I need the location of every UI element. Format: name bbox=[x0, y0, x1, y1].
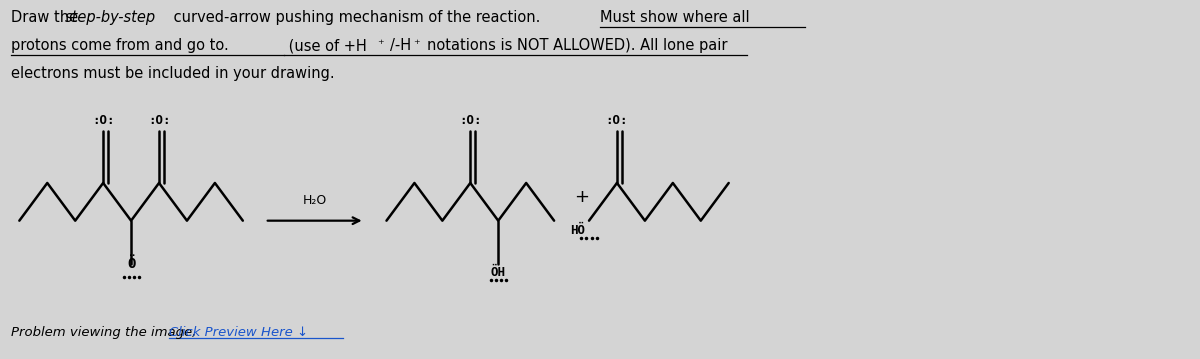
Text: :O:: :O: bbox=[92, 115, 114, 127]
Text: H₂O: H₂O bbox=[302, 194, 326, 207]
Text: ÖH: ÖH bbox=[491, 266, 505, 279]
Text: :O:: :O: bbox=[460, 115, 481, 127]
Text: ⁺: ⁺ bbox=[414, 38, 420, 51]
Text: :O:: :O: bbox=[606, 115, 629, 127]
Text: HÖ: HÖ bbox=[570, 224, 586, 237]
Text: Click Preview Here ↓: Click Preview Here ↓ bbox=[169, 326, 308, 339]
Text: Problem viewing the image,: Problem viewing the image, bbox=[11, 326, 200, 339]
Text: /-H: /-H bbox=[390, 38, 412, 53]
Text: step-by-step: step-by-step bbox=[65, 10, 156, 25]
Text: Must show where all: Must show where all bbox=[600, 10, 750, 25]
Text: +: + bbox=[575, 188, 589, 206]
Text: protons come from and go to.: protons come from and go to. bbox=[11, 38, 229, 53]
Text: :O:: :O: bbox=[148, 115, 170, 127]
Text: notations is NOT ALLOWED). All lone pair: notations is NOT ALLOWED). All lone pair bbox=[427, 38, 728, 53]
Text: Ö: Ö bbox=[127, 257, 136, 271]
Text: ⁺: ⁺ bbox=[378, 38, 384, 51]
Text: Draw the: Draw the bbox=[11, 10, 83, 25]
Text: (use of +H: (use of +H bbox=[283, 38, 366, 53]
Text: curved-arrow pushing mechanism of the reaction.: curved-arrow pushing mechanism of the re… bbox=[169, 10, 545, 25]
Text: electrons must be included in your drawing.: electrons must be included in your drawi… bbox=[11, 66, 335, 81]
